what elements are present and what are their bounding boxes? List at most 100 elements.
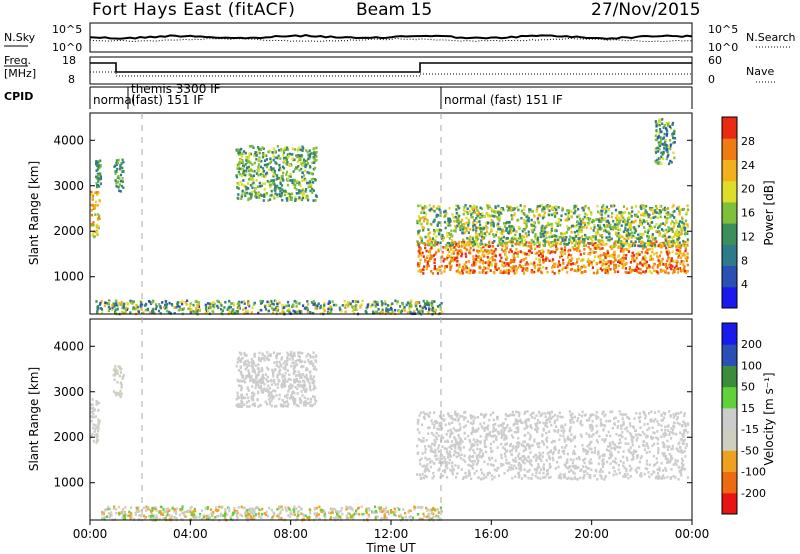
data-cell: [319, 304, 322, 308]
data-cell: [612, 260, 615, 264]
data-cell: [675, 244, 678, 248]
data-cell: [513, 213, 516, 217]
data-cell: [345, 514, 348, 518]
data-cell: [97, 174, 100, 177]
data-cell: [301, 191, 305, 194]
data-cell: [672, 271, 675, 275]
data-cell: [304, 190, 307, 193]
data-cell: [164, 307, 167, 310]
data-cell: [622, 220, 625, 223]
data-cell: [290, 355, 293, 358]
data-cell: [433, 300, 436, 303]
data-cell: [298, 310, 302, 313]
data-cell: [120, 301, 123, 304]
data-cell: [500, 248, 504, 251]
data-cell: [414, 302, 417, 305]
data-cell: [641, 240, 644, 244]
data-cell: [474, 261, 477, 264]
data-cell: [644, 251, 647, 254]
data-cell: [426, 458, 429, 461]
data-cell: [567, 242, 570, 246]
data-cell: [494, 265, 497, 268]
data-cell: [592, 235, 595, 238]
data-cell: [408, 307, 411, 310]
data-cell: [445, 265, 448, 268]
data-cell: [237, 164, 240, 168]
data-cell: [107, 507, 110, 511]
data-cell: [329, 517, 332, 521]
data-cell: [679, 267, 682, 270]
data-cell: [96, 433, 99, 436]
data-cell: [474, 258, 478, 261]
data-cell: [117, 175, 120, 178]
data-cell: [124, 311, 127, 314]
data-cell: [449, 224, 452, 227]
data-cell: [659, 245, 662, 248]
data-cell: [251, 508, 254, 511]
data-cell: [249, 379, 252, 383]
data-cell: [144, 509, 148, 512]
data-cell: [454, 256, 457, 260]
data-cell: [524, 232, 527, 235]
data-cell: [258, 370, 261, 373]
data-cell: [380, 510, 384, 513]
data-cell: [285, 508, 288, 511]
data-cell: [236, 302, 239, 305]
data-cell: [128, 510, 131, 514]
data-cell: [444, 265, 447, 268]
data-cell: [258, 351, 261, 355]
data-cell: [305, 306, 308, 309]
data-cell: [611, 212, 614, 215]
data-cell: [121, 302, 124, 305]
data-cell: [103, 304, 106, 308]
data-cell: [668, 257, 671, 261]
data-cell: [436, 241, 439, 244]
data-cell: [517, 266, 520, 270]
data-cell: [686, 241, 689, 244]
data-cell: [285, 170, 289, 174]
data-cell: [572, 237, 575, 240]
data-cell: [170, 515, 173, 518]
data-cell: [313, 161, 316, 164]
data-cell: [243, 300, 246, 303]
data-cell: [275, 360, 278, 364]
data-cell: [280, 148, 283, 151]
data-cell: [547, 241, 550, 244]
data-cell: [619, 228, 622, 231]
data-cell: [590, 261, 593, 264]
data-cell: [380, 508, 383, 511]
data-cell: [668, 261, 671, 265]
data-cell: [300, 507, 303, 510]
data-cell: [251, 510, 254, 513]
sky-left-label: N.Sky: [4, 31, 36, 44]
data-cell: [506, 269, 509, 272]
data-cell: [295, 155, 298, 159]
data-cell: [437, 232, 441, 236]
data-cell: [276, 185, 279, 188]
data-cell: [668, 125, 671, 128]
data-cell: [422, 272, 425, 275]
data-cell: [314, 359, 317, 362]
data-cell: [208, 302, 211, 306]
data-cell: [448, 233, 452, 236]
data-cell: [257, 390, 260, 394]
data-cell: [545, 267, 548, 270]
data-cell: [380, 310, 383, 314]
data-cell: [483, 226, 486, 230]
data-cell: [520, 259, 523, 262]
data-cell: [424, 302, 427, 305]
data-cell: [108, 307, 111, 310]
data-cell: [239, 180, 242, 184]
data-cell: [683, 242, 686, 245]
data-cell: [489, 244, 492, 248]
power-colorbar-label: Power [dB]: [762, 180, 776, 245]
data-cell: [633, 259, 636, 263]
data-cell: [255, 377, 258, 380]
data-cell: [677, 234, 680, 238]
data-cell: [590, 242, 594, 245]
data-cell: [596, 228, 599, 231]
data-cell: [620, 213, 623, 216]
data-cell: [475, 217, 478, 220]
data-cell: [107, 505, 110, 509]
data-cell: [599, 212, 602, 215]
